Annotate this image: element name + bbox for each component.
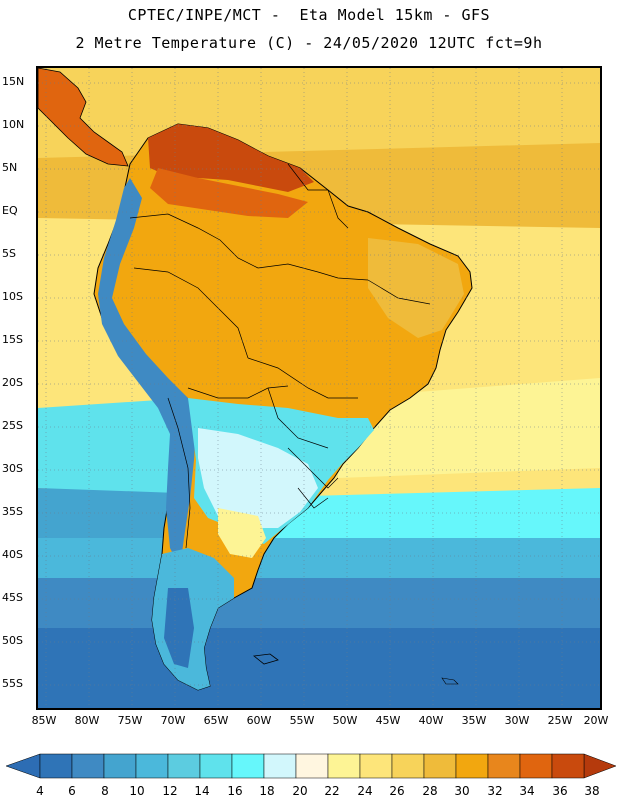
title-line-1: CPTEC/INPE/MCT - Eta Model 15km - GFS bbox=[127, 6, 491, 24]
lon-label-80w: 80W bbox=[74, 714, 100, 727]
colorbar-cell bbox=[423, 753, 457, 779]
colorbar-cell bbox=[167, 753, 201, 779]
lat-label-25s: 25S bbox=[2, 419, 23, 432]
colorbar-cells bbox=[39, 753, 585, 779]
lon-label-45w: 45W bbox=[375, 714, 401, 727]
colorbar-tick-10: 10 bbox=[129, 784, 145, 798]
lon-label-40w: 40W bbox=[418, 714, 444, 727]
colorbar-cell bbox=[551, 753, 585, 779]
lon-label-70w: 70W bbox=[160, 714, 186, 727]
land-falklands bbox=[253, 653, 279, 665]
ocean-band-subtropical bbox=[338, 378, 600, 478]
land-mild-northeast bbox=[368, 238, 464, 338]
lat-label-15s: 15S bbox=[2, 333, 23, 346]
lon-label-55w: 55W bbox=[289, 714, 315, 727]
colorbar-cell bbox=[295, 753, 329, 779]
lon-label-30w: 30W bbox=[504, 714, 530, 727]
lat-label-30s: 30S bbox=[2, 462, 23, 475]
land-warm-patch bbox=[218, 508, 266, 558]
colorbar-tick-14: 14 bbox=[194, 784, 210, 798]
lat-label-10n: 10N bbox=[2, 118, 25, 131]
colorbar-tick-32: 32 bbox=[487, 784, 503, 798]
colorbar-cell bbox=[487, 753, 521, 779]
colorbar-tick-36: 36 bbox=[552, 784, 568, 798]
lon-label-75w: 75W bbox=[117, 714, 143, 727]
colorbar-cell bbox=[71, 753, 105, 779]
ocean-band-north bbox=[38, 68, 600, 158]
lat-label-50s: 50S bbox=[2, 634, 23, 647]
lat-label-45s: 45S bbox=[2, 591, 23, 604]
colorbar-cell bbox=[391, 753, 425, 779]
lat-label-5n: 5N bbox=[2, 161, 18, 174]
lon-label-65w: 65W bbox=[203, 714, 229, 727]
colorbar-cell bbox=[519, 753, 553, 779]
colorbar-tick-18: 18 bbox=[259, 784, 275, 798]
land-patagonia-cold bbox=[164, 588, 194, 668]
colorbar-tick-34: 34 bbox=[519, 784, 535, 798]
lat-label-55s: 55S bbox=[2, 677, 23, 690]
colorbar bbox=[5, 753, 617, 779]
lon-label-25w: 25W bbox=[547, 714, 573, 727]
colorbar-cell bbox=[231, 753, 265, 779]
ocean-band-pacific-cool bbox=[38, 398, 188, 498]
colorbar-tick-24: 24 bbox=[357, 784, 373, 798]
colorbar-cell bbox=[263, 753, 297, 779]
colorbar-cell bbox=[103, 753, 137, 779]
colorbar-cell bbox=[359, 753, 393, 779]
lat-label-5s: 5S bbox=[2, 247, 16, 260]
lat-label-15n: 15N bbox=[2, 75, 25, 88]
colorbar-cell bbox=[135, 753, 169, 779]
colorbar-tick-16: 16 bbox=[227, 784, 243, 798]
colorbar-tick-38: 38 bbox=[584, 784, 600, 798]
colorbar-tick-8: 8 bbox=[101, 784, 109, 798]
ocean-band-cold bbox=[38, 538, 600, 578]
land-warm-north bbox=[150, 168, 308, 218]
colorbar-above-arrow bbox=[583, 753, 617, 779]
colorbar-tick-26: 26 bbox=[389, 784, 405, 798]
lat-label-eq: EQ bbox=[2, 204, 18, 217]
colorbar-below-arrow bbox=[5, 753, 41, 779]
graticule bbox=[38, 68, 600, 708]
lon-label-20w: 20W bbox=[583, 714, 609, 727]
colorbar-tick-6: 6 bbox=[68, 784, 76, 798]
ocean-band-coldest bbox=[38, 628, 600, 708]
map-svg bbox=[38, 68, 600, 708]
lat-label-35s: 35S bbox=[2, 505, 23, 518]
lat-label-20s: 20S bbox=[2, 376, 23, 389]
colorbar-tick-20: 20 bbox=[292, 784, 308, 798]
lat-label-40s: 40S bbox=[2, 548, 23, 561]
colorbar-tick-22: 22 bbox=[324, 784, 340, 798]
temperature-map bbox=[36, 66, 602, 710]
ocean-band-pacific-cold bbox=[38, 488, 188, 538]
title-line-2: 2 Metre Temperature (C) - 24/05/2020 12U… bbox=[75, 34, 543, 52]
colorbar-cell bbox=[455, 753, 489, 779]
lon-label-85w: 85W bbox=[31, 714, 57, 727]
land-central-america bbox=[38, 68, 129, 167]
land-hot-north bbox=[148, 124, 314, 192]
colorbar-tick-28: 28 bbox=[422, 784, 438, 798]
colorbar-tick-12: 12 bbox=[162, 784, 178, 798]
ocean-band-colder bbox=[38, 578, 600, 628]
colorbar-cell bbox=[39, 753, 73, 779]
lat-label-10s: 10S bbox=[2, 290, 23, 303]
colorbar-tick-30: 30 bbox=[454, 784, 470, 798]
colorbar-cell bbox=[199, 753, 233, 779]
lon-label-60w: 60W bbox=[246, 714, 272, 727]
colorbar-cell bbox=[327, 753, 361, 779]
colorbar-tick-4: 4 bbox=[36, 784, 44, 798]
land-south-georgia bbox=[441, 677, 459, 685]
lon-label-50w: 50W bbox=[332, 714, 358, 727]
land-andes bbox=[98, 178, 196, 568]
land-pampas bbox=[198, 428, 318, 528]
lon-label-35w: 35W bbox=[461, 714, 487, 727]
